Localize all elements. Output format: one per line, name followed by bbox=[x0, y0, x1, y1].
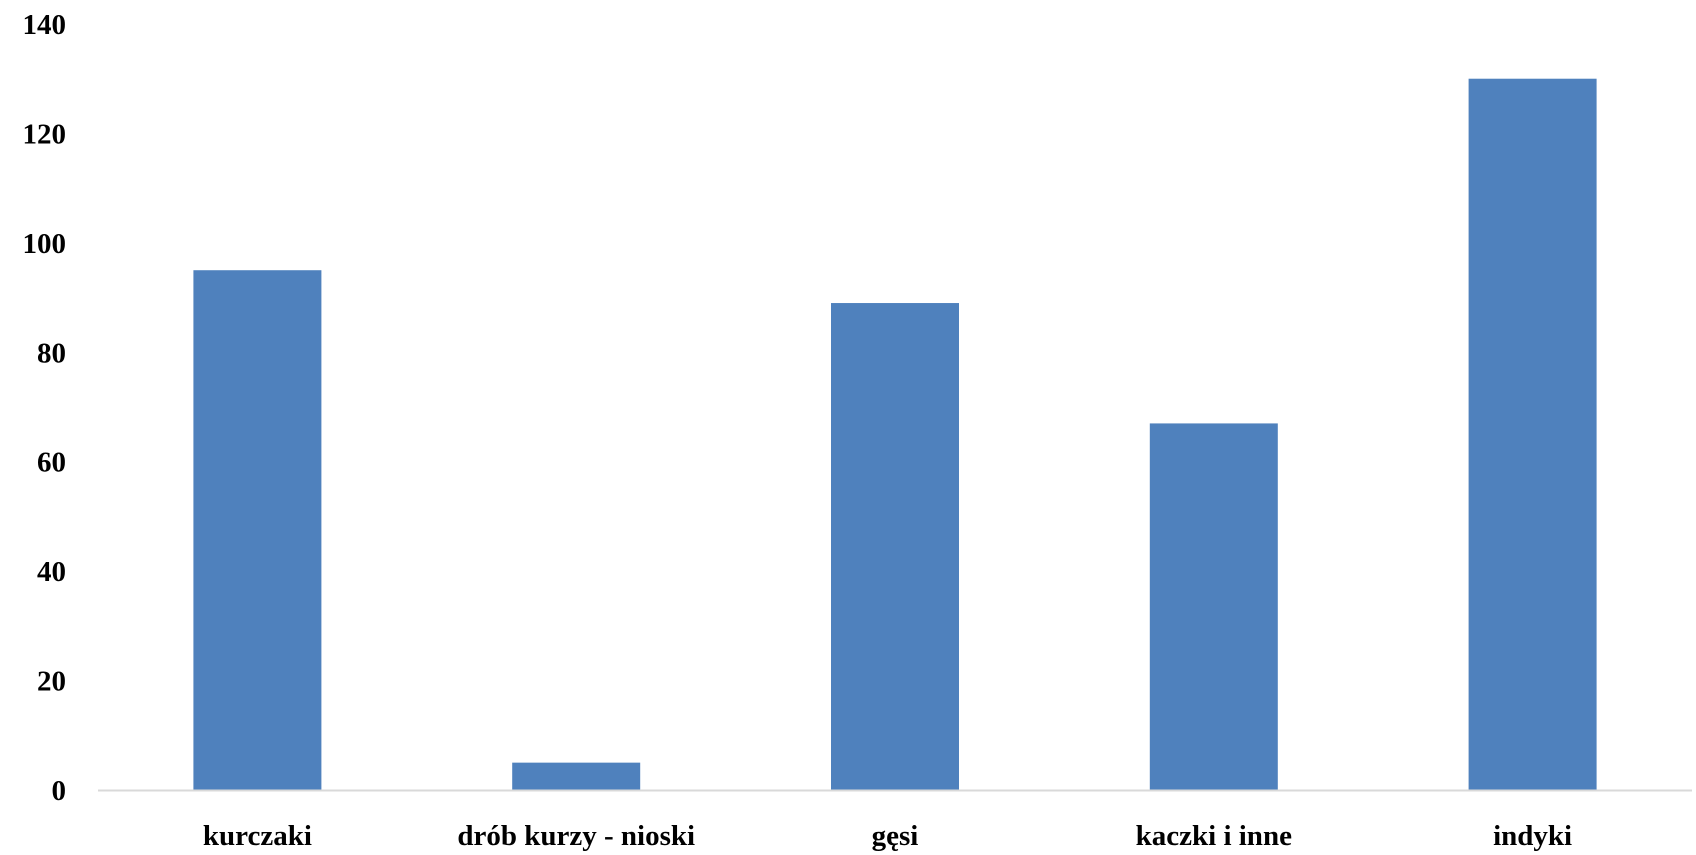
x-category-label: kaczki i inne bbox=[1136, 820, 1292, 852]
x-category-label: indyki bbox=[1493, 820, 1572, 852]
bar bbox=[512, 762, 641, 790]
y-tick-label: 100 bbox=[23, 228, 67, 260]
y-tick-label: 60 bbox=[37, 447, 66, 479]
x-category-label: kurczaki bbox=[203, 820, 312, 852]
y-tick-label: 20 bbox=[37, 666, 66, 698]
y-tick-label: 80 bbox=[37, 337, 66, 369]
y-tick-label: 0 bbox=[52, 775, 67, 807]
bar bbox=[193, 270, 322, 790]
bar bbox=[1468, 78, 1597, 790]
bar bbox=[831, 303, 959, 790]
y-tick-label: 40 bbox=[37, 556, 66, 588]
bar bbox=[1149, 423, 1278, 790]
bars bbox=[193, 78, 1597, 790]
x-category-label: drób kurzy - nioski bbox=[457, 820, 695, 852]
y-tick-label: 120 bbox=[23, 118, 67, 150]
y-axis-ticks: 0 20 40 60 80 100 120 140 bbox=[23, 9, 67, 807]
x-axis-labels: kurczaki drób kurzy - nioski gęsi kaczki i … bbox=[203, 820, 1572, 852]
x-category-label: gęsi bbox=[872, 820, 919, 852]
y-tick-label: 140 bbox=[23, 9, 67, 41]
